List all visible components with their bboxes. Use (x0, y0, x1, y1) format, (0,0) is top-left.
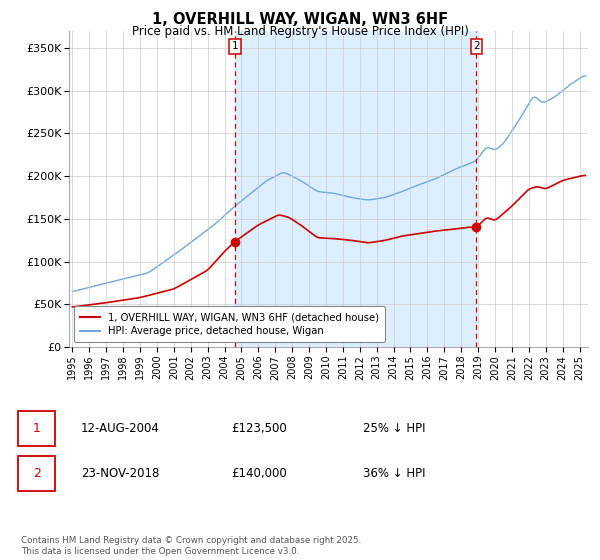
Text: £123,500: £123,500 (231, 422, 287, 435)
Text: 2: 2 (473, 41, 480, 52)
Text: £140,000: £140,000 (231, 466, 287, 480)
Text: 23-NOV-2018: 23-NOV-2018 (81, 466, 160, 480)
Legend: 1, OVERHILL WAY, WIGAN, WN3 6HF (detached house), HPI: Average price, detached h: 1, OVERHILL WAY, WIGAN, WN3 6HF (detache… (74, 306, 385, 342)
Bar (235, 31, 476, 347)
Text: 1: 1 (232, 41, 238, 52)
Text: 1: 1 (32, 422, 41, 435)
Text: 25% ↓ HPI: 25% ↓ HPI (363, 422, 425, 435)
Text: 2: 2 (32, 466, 41, 480)
Text: Contains HM Land Registry data © Crown copyright and database right 2025.
This d: Contains HM Land Registry data © Crown c… (21, 536, 361, 556)
Text: 36% ↓ HPI: 36% ↓ HPI (363, 466, 425, 480)
Text: 1, OVERHILL WAY, WIGAN, WN3 6HF: 1, OVERHILL WAY, WIGAN, WN3 6HF (152, 12, 448, 27)
Text: 12-AUG-2004: 12-AUG-2004 (81, 422, 160, 435)
Text: Price paid vs. HM Land Registry's House Price Index (HPI): Price paid vs. HM Land Registry's House … (131, 25, 469, 38)
